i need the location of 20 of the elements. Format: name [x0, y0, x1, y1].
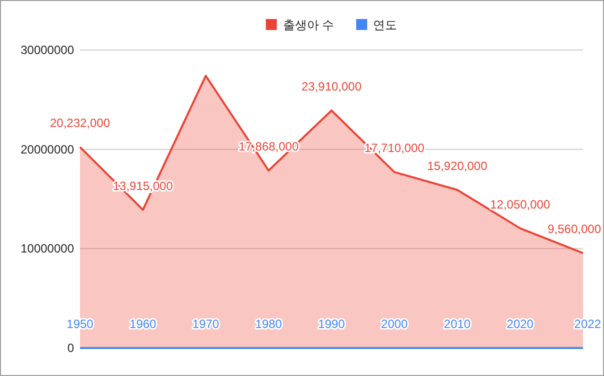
- y-tick-label: 0: [67, 341, 74, 355]
- data-label: 1990: [318, 316, 346, 331]
- data-label: 12,050,000: [490, 197, 550, 212]
- data-label: 1960: [130, 316, 157, 331]
- data-label: 1980: [255, 316, 282, 331]
- data-label: 2022: [574, 316, 602, 331]
- legend-label: 연도: [373, 18, 398, 32]
- data-label: 15,920,000: [427, 158, 488, 173]
- legend-label: 출생아 수: [282, 18, 334, 32]
- data-label: 20,232,000: [50, 116, 110, 130]
- y-tick-label: 20000000: [20, 142, 74, 156]
- data-label: 1970: [192, 316, 220, 331]
- y-tick-label: 10000000: [20, 242, 74, 256]
- data-label: 9,560,000: [548, 222, 602, 236]
- data-label: 23,910,000: [301, 79, 362, 94]
- data-label: 2000: [381, 316, 408, 331]
- data-label: 2010: [444, 316, 471, 331]
- data-label: 1950: [66, 316, 94, 331]
- data-label: 2020: [506, 316, 534, 331]
- y-tick-label: 30000000: [20, 43, 74, 57]
